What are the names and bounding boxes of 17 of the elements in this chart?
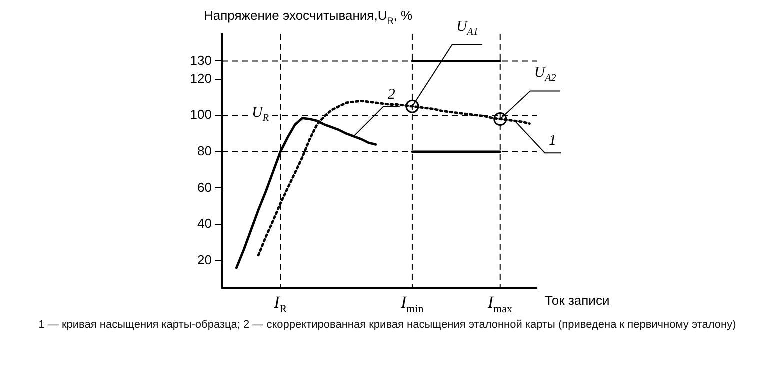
y-tick-label: 60 [198, 180, 212, 195]
y-tick-label: 120 [190, 70, 212, 86]
annotation: U$_{A1}$ [454, 18, 480, 41]
ref-line-label: U$_{R}$ [250, 104, 271, 127]
x-tick-label: I$_{max}$ [486, 293, 514, 318]
y-tick-label: 130 [190, 52, 212, 68]
annotation: U$_{A2}$ [532, 65, 558, 88]
y-tick-label: 80 [198, 144, 212, 159]
text: 2 [386, 86, 398, 102]
series-label: 1 [547, 133, 559, 150]
y-tick-label: 20 [198, 252, 212, 268]
x-tick-label: I$_{min}$ [398, 293, 426, 318]
x-tick-label: I$_{R}$ [272, 293, 290, 318]
text: 1 — кривая насыщения карты-образца; 2 — скорректированная кривая насыщения эталонной карты (приведена к первичному эталону) [38, 318, 738, 333]
x-axis-title: Ток записи [545, 293, 610, 308]
y-tick-label: 40 [198, 216, 212, 232]
y-tick-label: 100 [190, 107, 212, 122]
